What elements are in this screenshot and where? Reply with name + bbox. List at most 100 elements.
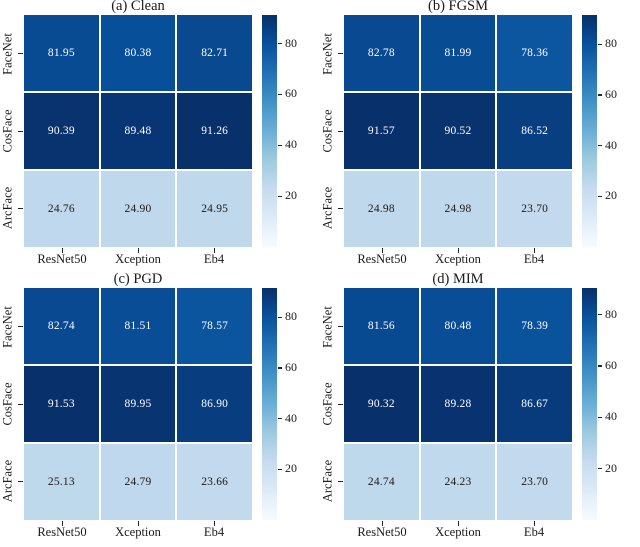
heatmap-cell: 78.36 [497,15,572,91]
colorbar-tick-label: 60 [605,358,617,373]
y-axis-tick [18,207,23,210]
colorbar-tick-label: 80 [605,36,617,51]
heatmap-panel-clean: (a) Clean 81.95 80.38 82.71 90.39 89.48 91.26… [0,0,320,273]
heatmap-panel-pgd: (c) PGD 82.74 81.51 78.57 91.53 89.95 86.90 25… [0,271,320,546]
heatmap-cell: 80.48 [420,288,496,364]
colorbar-tick-label: 20 [285,188,297,203]
y-axis-tick [18,130,23,132]
colorbar-tick [597,195,602,198]
heatmap-cell: 86.90 [177,366,252,442]
panel-title: (c) PGD [113,271,163,287]
x-axis-tick [137,248,139,253]
y-axis-tick [18,403,23,405]
heatmap-cell: 24.74 [344,444,419,520]
colorbar-tick [277,367,282,369]
colorbar-tick [597,314,602,316]
row-label-cosface: CosFace [0,109,15,153]
heatmap-cell: 24.23 [420,444,496,520]
row-label-cosface: CosFace [0,382,15,426]
heatmap-cell: 24.95 [177,171,252,247]
heatmap-panel-fgsm: (b) FGSM 82.78 81.99 78.36 91.57 90.52 86.52 2… [320,0,640,273]
heatmap-cell: 91.53 [24,366,99,442]
heatmap-cell: 25.13 [24,444,99,520]
col-label-resnet50: ResNet50 [357,252,407,266]
row-label-facenet: FaceNet [0,305,15,348]
colorbar-tick-label: 40 [285,137,297,152]
heatmap-cell: 81.56 [344,288,419,364]
colorbar-tick [597,94,602,96]
heatmap-cell: 81.51 [100,288,176,364]
heatmap-grid: 81.56 80.48 78.39 90.32 89.28 86.67 24.74 24.23… [344,288,572,520]
x-axis-tick [381,248,383,253]
heatmap-grid: 81.95 80.38 82.71 90.39 89.48 91.26 24.76 24.90… [24,15,252,247]
heatmap-cell: 91.26 [177,93,252,169]
col-label-xception: Xception [435,252,481,266]
col-label-resnet50: ResNet50 [37,525,87,539]
colorbar-tick [277,93,282,96]
y-axis-tick [338,480,343,483]
panel-title: (d) MIM [432,271,484,287]
colorbar-tick [597,416,602,418]
colorbar-tick-label: 40 [605,137,617,152]
heatmap-cell: 90.32 [344,366,419,442]
heatmap-cell: 23.70 [497,171,572,247]
heatmap-cell: 81.95 [24,15,99,91]
heatmap-grid: 82.74 81.51 78.57 91.53 89.95 86.90 25.13 24.79… [24,288,252,520]
col-label-eb4: Eb4 [203,525,225,539]
heatmap-cell: 24.98 [344,171,419,247]
colorbar-tick [597,365,602,367]
col-label-xception: Xception [435,525,481,539]
row-label-arcface: ArcFace [0,187,15,230]
y-axis-tick [338,403,343,405]
heatmap-cell: 86.52 [497,93,572,169]
heatmap-cell: 82.74 [24,288,99,364]
heatmap-cell: 89.28 [420,366,496,442]
heatmap-cell: 91.57 [344,93,419,169]
colorbar-tick-label: 40 [285,410,297,425]
col-label-xception: Xception [115,252,161,266]
y-axis-tick [18,326,23,328]
colorbar [262,15,277,247]
panel-title: (a) Clean [111,0,165,14]
colorbar [582,288,597,520]
heatmap-cell: 23.66 [177,444,252,520]
x-axis-tick [381,521,383,526]
colorbar-tick [277,43,282,45]
y-axis-tick [338,53,343,55]
heatmap-grid: 82.78 81.99 78.36 91.57 90.52 86.52 24.98 24.98… [344,15,572,247]
colorbar-tick-label: 60 [285,360,297,375]
heatmap-cell: 23.70 [497,444,572,520]
row-label-arcface: ArcFace [320,187,335,230]
col-label-eb4: Eb4 [523,525,545,539]
heatmap-cell: 24.79 [100,444,176,520]
colorbar [582,15,597,247]
col-label-xception: Xception [115,525,161,539]
heatmap-cell: 80.38 [100,15,176,91]
x-axis-tick [457,521,459,526]
col-label-resnet50: ResNet50 [357,525,407,539]
row-label-cosface: CosFace [320,382,335,426]
heatmap-cell: 90.39 [24,93,99,169]
colorbar-tick-label: 60 [605,87,617,102]
x-axis-tick [61,521,63,526]
colorbar-tick [597,43,602,45]
heatmap-cell: 78.57 [177,288,252,364]
x-axis-tick [457,248,459,253]
y-axis-tick [338,326,343,328]
heatmap-cell: 82.71 [177,15,252,91]
y-axis-tick [338,130,343,132]
colorbar-tick [277,418,282,420]
heatmap-cell: 78.39 [497,288,572,364]
colorbar-tick-label: 20 [285,461,297,476]
heatmap-cell: 86.67 [497,366,572,442]
heatmap-cell: 82.78 [344,15,419,91]
colorbar-tick-label: 80 [285,309,297,324]
row-label-facenet: FaceNet [320,305,335,348]
colorbar-tick [277,144,282,146]
colorbar-tick-label: 60 [285,86,297,101]
x-axis-tick [213,521,215,526]
col-label-eb4: Eb4 [203,252,225,266]
colorbar-tick [277,316,282,318]
row-label-facenet: FaceNet [320,32,335,75]
